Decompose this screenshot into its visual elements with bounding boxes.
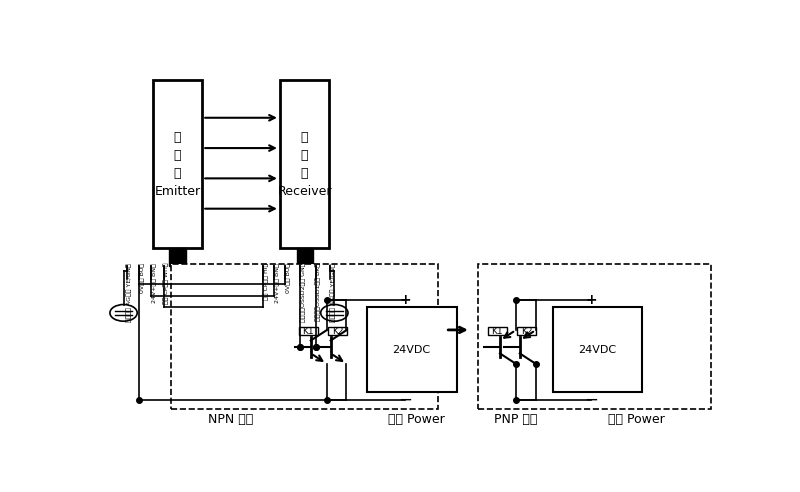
Bar [299,327,318,336]
Text: K1: K1 [302,327,314,336]
Text: 24VDC: 24VDC [578,345,617,355]
Bar [297,248,313,266]
Text: K2: K2 [521,327,532,336]
Text: 发
光
器
Emitter: 发 光 器 Emitter [154,131,201,198]
Text: 接地端子 AG（绿 YE/GN）: 接地端子 AG（绿 YE/GN） [330,263,336,322]
Text: 24V+（棕 BN）: 24V+（棕 BN） [151,263,157,303]
Bar [153,80,202,248]
Text: 24V+（棕 BN）: 24V+（棕 BN） [274,263,280,303]
Text: 24VDC: 24VDC [393,345,430,355]
Text: 分批输出OSSD2（灰 GN）: 分批输出OSSD2（灰 GN） [300,263,306,322]
Bar [366,307,457,393]
Bar [478,264,710,409]
Text: K1: K1 [492,327,503,336]
Text: +: + [399,293,411,307]
Bar [553,307,642,393]
Bar [488,327,506,336]
Text: −: − [398,391,412,409]
Text: 同步 CP（白 WH）: 同步 CP（白 WH） [164,263,170,305]
Bar [171,264,438,409]
Text: 0V（蓝 BU）: 0V（蓝 BU） [286,263,291,293]
Bar [170,248,186,266]
Text: 电源 Power: 电源 Power [388,413,445,426]
Bar [518,327,536,336]
Text: 接地端子 AG（绿 YE/GN）: 接地端子 AG（绿 YE/GN） [126,263,132,322]
Text: NPN 输出: NPN 输出 [207,413,253,426]
Bar [280,80,330,248]
Text: PNP 输出: PNP 输出 [494,413,537,426]
Text: 0V（蓝 BU）: 0V（蓝 BU） [139,263,145,293]
Text: −: − [585,391,598,409]
Text: +: + [586,293,597,307]
Bar [328,327,346,336]
Text: 同步 CP（目 HI）: 同步 CP（目 HI） [263,263,269,300]
Text: K2: K2 [332,327,343,336]
Text: 受
光
器
Receiver: 受 光 器 Receiver [278,131,332,198]
Text: 电源 Power: 电源 Power [608,413,665,426]
Text: 分批输出OSSD1（黑 BK）: 分批输出OSSD1（黑 BK） [316,263,322,321]
